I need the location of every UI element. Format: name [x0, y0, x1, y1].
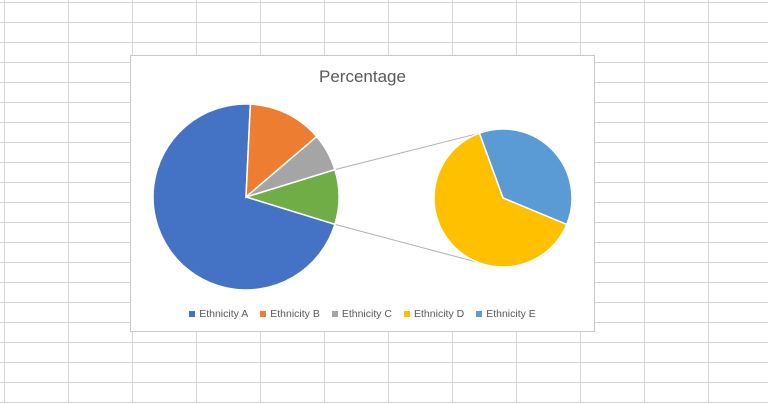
slice-ethnicity-a[interactable]	[152, 103, 336, 291]
connector-line-bottom	[334, 223, 480, 264]
legend-item-ethnicity-b[interactable]: Ethnicity B	[260, 308, 320, 320]
secondary-pie	[433, 128, 573, 268]
legend-swatch	[404, 311, 411, 317]
legend-item-ethnicity-a[interactable]: Ethnicity A	[189, 308, 248, 320]
legend-item-ethnicity-c[interactable]: Ethnicity C	[331, 308, 393, 320]
connector-line-top	[334, 132, 480, 171]
legend-item-ethnicity-e[interactable]: Ethnicity E	[476, 308, 536, 320]
chart-area[interactable]: Percentage Ethnicity A Ethnicity B Ethnici…	[130, 55, 595, 332]
main-pie	[152, 103, 340, 291]
legend-label: Ethnicity A	[199, 308, 249, 320]
legend-swatch	[331, 311, 338, 317]
legend-label: Ethnicity E	[486, 308, 536, 320]
legend-item-ethnicity-d[interactable]: Ethnicity D	[404, 308, 464, 320]
legend-label: Ethnicity B	[270, 308, 320, 320]
legend-swatch	[476, 311, 483, 317]
slice-ethnicity-e[interactable]	[478, 128, 573, 226]
slice-ethnicity-c[interactable]	[245, 135, 336, 198]
legend-label: Ethnicity C	[341, 308, 393, 320]
pie-of-pie-chart	[152, 103, 573, 291]
slice-ethnicity-d[interactable]	[433, 132, 568, 268]
legend-label: Ethnicity D	[414, 308, 465, 320]
legend-swatch	[260, 311, 267, 317]
slice-ethnicity-b[interactable]	[245, 103, 318, 199]
chart-legend: Ethnicity A Ethnicity B Ethnicity C Ethnici…	[131, 308, 594, 320]
legend-swatch	[189, 311, 196, 317]
chart-title: Percentage	[319, 67, 406, 86]
